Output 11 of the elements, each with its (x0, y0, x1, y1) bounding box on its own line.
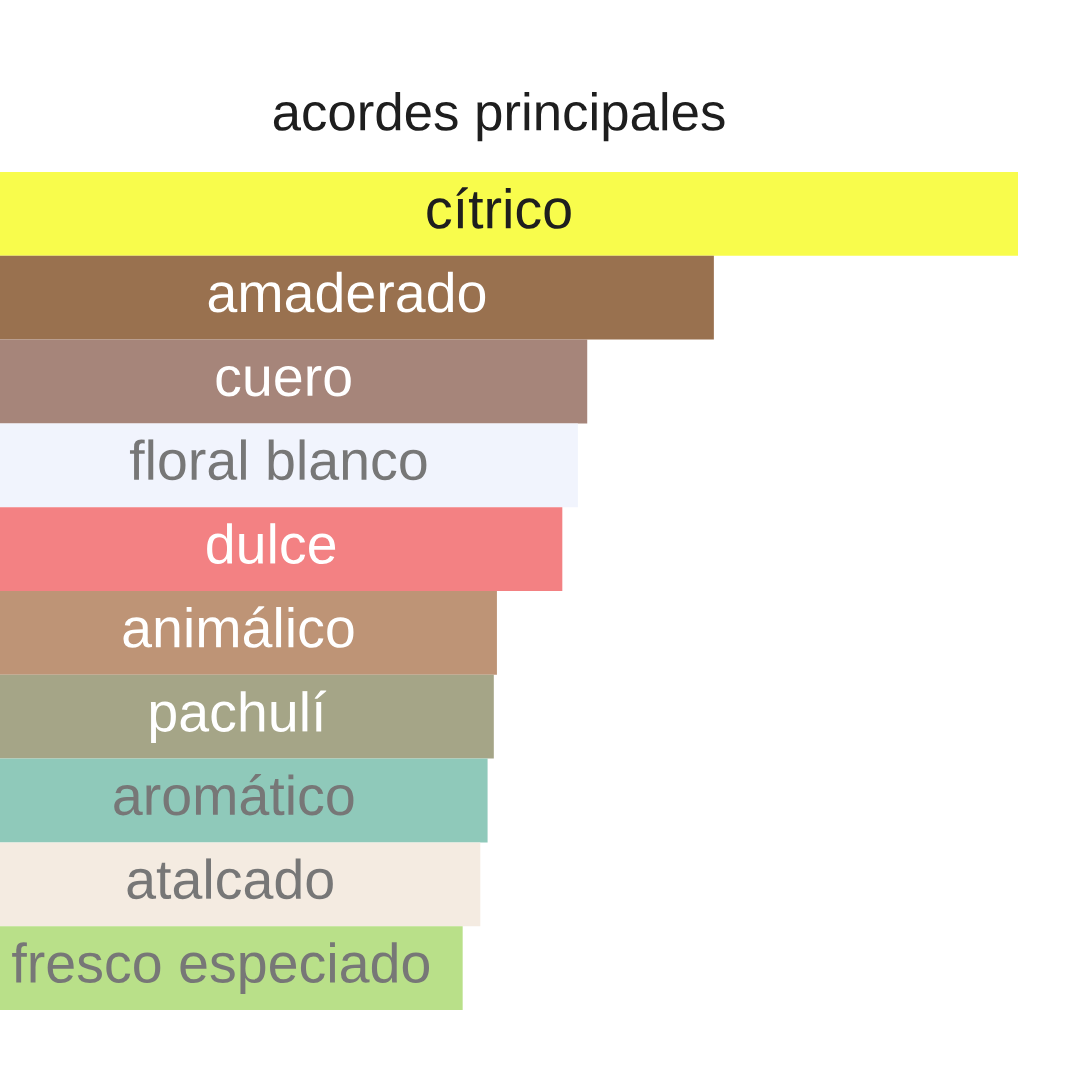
y-tick-label: animálico (123, 606, 354, 648)
y-tick-label: amaderado (208, 271, 486, 313)
y-tick-label: floral blanco (129, 439, 427, 481)
chart-title: acordes principales (273, 92, 725, 142)
y-tick-label: dulce (207, 523, 336, 565)
y-tick-label: pachulí (150, 690, 327, 743)
y-tick-label: fresco especiado (12, 942, 430, 994)
y-tick-label: cítrico (427, 187, 571, 229)
y-tick-label: atalcado (127, 858, 333, 900)
y-tick-label: aromático (114, 773, 354, 816)
y-tick-label: cuero (216, 365, 351, 397)
